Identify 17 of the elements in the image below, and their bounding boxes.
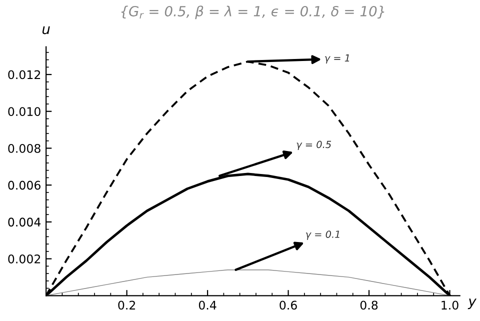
y-tick-label: 0.002 [8, 254, 40, 264]
y-tick-label: 0.008 [8, 144, 40, 153]
y-tick-label: 0.004 [8, 218, 41, 227]
y-tick-label: 0.012 [8, 70, 40, 80]
y-axis-title: u [42, 26, 50, 34]
y-tick-label: 0.006 [8, 180, 40, 190]
annotation: γ = 0.1 [306, 230, 340, 240]
x-axis-title: y [468, 298, 477, 310]
x-tick-label: 0.4 [198, 300, 216, 310]
y-tick-label: 0.010 [8, 107, 40, 116]
x-tick-label: 1.0 [442, 300, 458, 310]
annotation: γ = 0.5 [296, 140, 332, 150]
chart-title: {G$_{r}$ = 0.5, β = λ = 1, ϵ = 0.1, δ = 10} [121, 6, 384, 20]
x-tick-label: 0.6 [280, 300, 297, 310]
x-tick-label: 0.8 [360, 300, 378, 310]
x-tick-label: 0.2 [118, 300, 136, 310]
annotation: γ = 1 [325, 54, 350, 64]
